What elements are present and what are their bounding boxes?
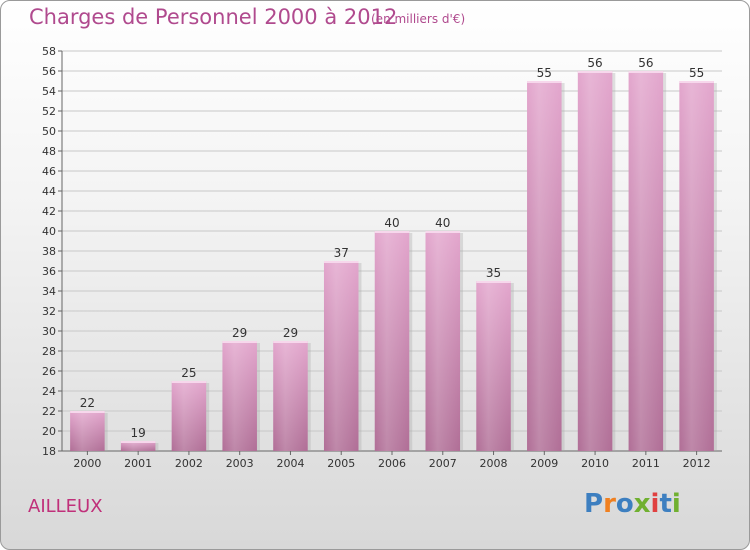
data-label-2006: 40 [384,216,399,230]
logo-letter: i [650,489,660,519]
logo-letter: o [615,489,634,519]
bar-top-edge [323,261,359,263]
x-tick-label: 2003 [226,457,254,470]
x-tick-label: 2004 [276,457,304,470]
bar-top-edge [273,341,308,343]
data-label-2007: 40 [435,216,450,230]
data-label-2008: 35 [486,266,501,280]
bar-highlight [273,341,308,451]
y-tick-label: 42 [42,205,56,218]
bar-top-edge [577,71,613,73]
y-tick-label: 28 [42,345,56,358]
data-label-2003: 29 [232,326,247,340]
bar-highlight [628,71,664,451]
logo-letter: P [584,489,604,519]
y-tick-label: 50 [42,125,56,138]
x-tick-label: 2000 [73,457,101,470]
y-tick-label: 44 [42,185,56,198]
y-tick-label: 46 [42,165,56,178]
bar-highlight [374,231,410,451]
x-tick-label: 2008 [480,457,508,470]
x-tick-label: 2006 [378,457,406,470]
bar-highlight [476,281,511,451]
data-label-2002: 25 [181,366,196,380]
bar-top-edge [425,231,461,233]
y-tick-label: 32 [42,305,56,318]
x-tick-label: 2010 [581,457,609,470]
logo-letter: t [659,489,672,519]
x-tick-label: 2001 [124,457,152,470]
y-tick-label: 56 [42,65,56,78]
x-tick-label: 2005 [327,457,355,470]
commune-name: AILLEUX [28,496,103,517]
bar-highlight [527,81,562,451]
y-tick-label: 18 [42,445,56,458]
x-tick-label: 2007 [429,457,457,470]
y-tick-label: 30 [42,325,56,338]
y-tick-label: 58 [42,45,56,58]
bar-highlight [120,441,156,451]
bar-top-edge [222,341,257,343]
logo-letter: i [671,489,681,519]
x-tick-label: 2002 [175,457,203,470]
bar-top-edge [628,71,664,73]
bar-top-edge [476,281,511,283]
bar-highlight [70,411,105,451]
bar-top-edge [679,81,714,83]
logo-letter: x [633,489,651,519]
x-tick-label: 2009 [530,457,558,470]
data-label-2001: 19 [131,426,146,440]
y-tick-label: 52 [42,105,56,118]
data-label-2010: 56 [587,56,602,70]
data-label-2011: 56 [638,56,653,70]
bars [70,71,717,451]
bar-highlight [425,231,461,451]
y-tick-label: 26 [42,365,56,378]
y-tick-label: 40 [42,225,56,238]
chart-title: Charges de Personnel 2000 à 2012 [29,5,398,29]
chart-subtitle: (en milliers d'€) [371,12,466,26]
data-labels: 22 19 25 29 29 37 40 40 35 55 56 56 55 [80,56,705,440]
y-tick-label: 38 [42,245,56,258]
y-tick-label: 20 [42,425,56,438]
bar-top-edge [374,231,410,233]
data-label-2009: 55 [537,66,552,80]
data-label-2004: 29 [283,326,298,340]
proxiti-logo: Proxiti [584,489,681,519]
bar-top-edge [171,381,207,383]
data-label-2005: 37 [334,246,349,260]
x-tick-label: 2011 [632,457,660,470]
x-tick-label: 2012 [683,457,711,470]
bar-highlight [323,261,359,451]
bar-highlight [222,341,257,451]
bar-highlight [171,381,207,451]
data-label-2000: 22 [80,396,95,410]
y-tick-label: 48 [42,145,56,158]
logo-letter: r [603,489,616,519]
y-tick-label: 34 [42,285,56,298]
bar-top-edge [527,81,562,83]
bar-highlight [679,81,714,451]
bar-highlight [577,71,613,451]
y-tick-label: 54 [42,85,56,98]
y-tick-label: 36 [42,265,56,278]
bar-top-edge [120,441,156,443]
bar-top-edge [70,411,105,413]
y-tick-label: 22 [42,405,56,418]
y-tick-label: 24 [42,385,56,398]
data-label-2012: 55 [689,66,704,80]
